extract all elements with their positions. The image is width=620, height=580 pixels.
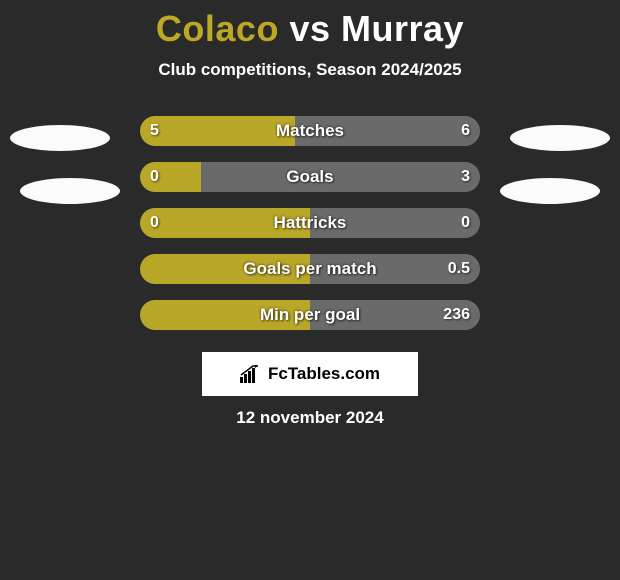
stat-row: Hattricks0 0: [0, 208, 620, 238]
stat-value-left: 5: [150, 116, 159, 146]
stat-label: Goals per match: [140, 254, 480, 284]
stat-value-right: 3: [461, 162, 470, 192]
stat-row: Matches5 6: [0, 116, 620, 146]
stat-value-right: 0: [461, 208, 470, 238]
stat-rows: Matches56Goals03Hattricks00Goals per mat…: [0, 116, 620, 330]
stat-label: Matches: [140, 116, 480, 146]
stat-label: Min per goal: [140, 300, 480, 330]
subtitle: Club competitions, Season 2024/2025: [0, 60, 620, 80]
page-title: Colaco vs Murray: [0, 0, 620, 50]
player1-name: Colaco: [156, 8, 279, 49]
stat-label: Goals: [140, 162, 480, 192]
comparison-widget: Colaco vs Murray Club competitions, Seas…: [0, 0, 620, 580]
source-badge-text: FcTables.com: [268, 364, 380, 384]
stat-value-left: 0: [150, 208, 159, 238]
chart-icon: [240, 365, 262, 383]
stat-row: Min per goal236: [0, 300, 620, 330]
stat-value-left: 0: [150, 162, 159, 192]
stat-label: Hattricks: [140, 208, 480, 238]
date-text: 12 november 2024: [0, 408, 620, 428]
player2-name: Murray: [341, 8, 464, 49]
stat-value-right: 236: [443, 300, 470, 330]
stat-row: Goals per match0.5: [0, 254, 620, 284]
stat-value-right: 0.5: [448, 254, 470, 284]
stat-row: Goals0 3: [0, 162, 620, 192]
stat-value-right: 6: [461, 116, 470, 146]
vs-text: vs: [289, 8, 330, 49]
source-badge[interactable]: FcTables.com: [202, 352, 418, 396]
